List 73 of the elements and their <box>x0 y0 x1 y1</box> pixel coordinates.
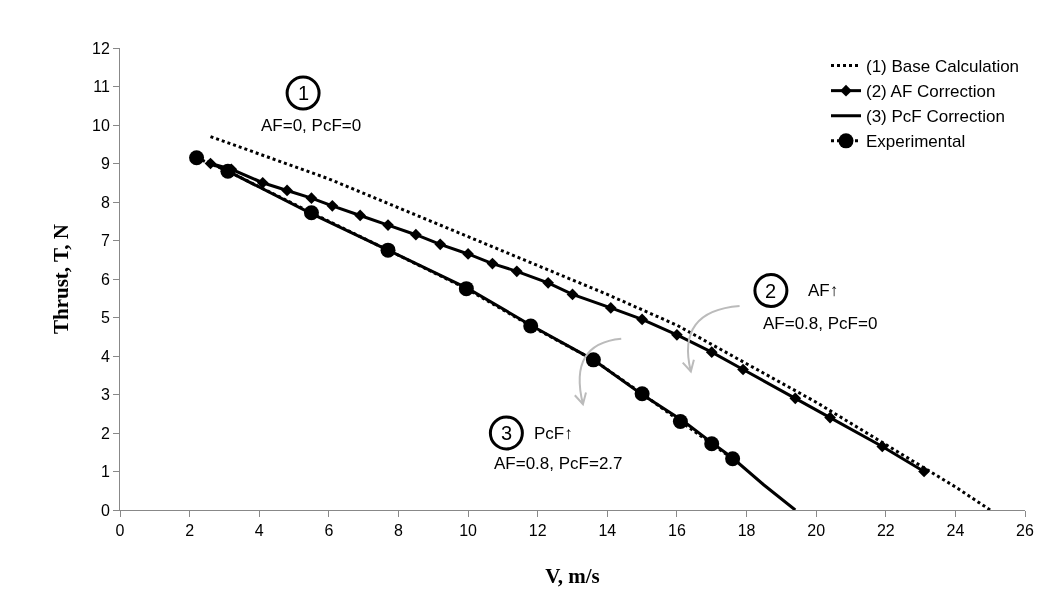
y-tick-label: 2 <box>100 424 110 442</box>
point <box>434 238 447 251</box>
annotation: PcF↑ <box>534 424 573 443</box>
point <box>636 313 648 326</box>
y-tick-label: 11 <box>93 78 110 96</box>
y-tick-label: 3 <box>100 386 110 404</box>
point <box>303 205 319 221</box>
point <box>585 352 601 368</box>
y-tick-label: 6 <box>100 270 110 288</box>
x-tick-label: 24 <box>946 522 965 540</box>
y-tick-label: 1 <box>100 463 110 481</box>
point <box>523 318 539 334</box>
point <box>380 242 396 258</box>
x-tick-label: 22 <box>876 522 895 540</box>
x-tick-label: 4 <box>254 522 264 540</box>
point <box>305 192 318 204</box>
y-tick-label: 4 <box>100 347 110 365</box>
y-tick-label: 5 <box>100 309 110 327</box>
point <box>189 150 205 166</box>
point <box>789 392 802 405</box>
x-tick-label: 14 <box>598 522 617 540</box>
point <box>510 265 523 278</box>
point <box>634 386 650 402</box>
point <box>604 302 617 314</box>
legend-label: (3) PcF Correction <box>866 107 1005 127</box>
annotation: 3 <box>501 422 513 444</box>
x-tick-label: 20 <box>807 522 826 540</box>
x-tick-label: 0 <box>115 522 125 540</box>
annotation: AF=0.8, PcF=2.7 <box>494 454 623 473</box>
point <box>354 209 367 222</box>
point <box>220 163 236 179</box>
legend-label: Experimental <box>866 132 966 152</box>
point <box>725 451 741 467</box>
y-axis-title: Thrust, T, N <box>49 223 73 335</box>
point <box>918 465 930 478</box>
x-tick-label: 12 <box>528 522 547 540</box>
point <box>824 411 836 424</box>
annotation: AF↑ <box>808 281 839 300</box>
y-tick-label: 12 <box>92 39 110 57</box>
point <box>542 277 554 289</box>
x-tick-label: 26 <box>1016 522 1034 540</box>
legend-label: (2) AF Correction <box>866 82 996 102</box>
point <box>737 363 749 376</box>
x-tick-label: 6 <box>324 522 334 540</box>
y-tick-label: 8 <box>100 193 110 211</box>
point <box>566 288 579 301</box>
annotation: 1 <box>298 82 310 104</box>
point <box>458 281 474 297</box>
point <box>876 440 889 453</box>
y-tick-label: 9 <box>100 155 110 173</box>
y-tick-label: 0 <box>100 501 110 519</box>
legend-label: (1) Base Calculation <box>866 57 1020 77</box>
point <box>326 200 339 212</box>
point <box>256 176 269 189</box>
x-tick-label: 10 <box>459 522 478 540</box>
point <box>705 346 718 358</box>
point <box>704 436 720 452</box>
annotation: 2 <box>765 280 777 302</box>
annotation: AF=0.8, PcF=0 <box>763 314 878 333</box>
point <box>410 228 422 241</box>
x-tick-label: 2 <box>185 522 195 540</box>
point <box>281 184 293 197</box>
x-axis-title: V, m/s <box>545 564 600 588</box>
x-tick-label: 8 <box>394 522 404 540</box>
line-series <box>209 135 992 510</box>
x-tick-label: 16 <box>668 522 686 540</box>
point <box>486 257 499 270</box>
annotation: AF=0, PcF=0 <box>261 116 362 135</box>
y-tick-label: 10 <box>92 116 110 134</box>
x-tick-label: 18 <box>737 522 756 540</box>
point <box>671 328 683 341</box>
point <box>672 413 688 429</box>
y-tick-label: 7 <box>100 232 110 250</box>
